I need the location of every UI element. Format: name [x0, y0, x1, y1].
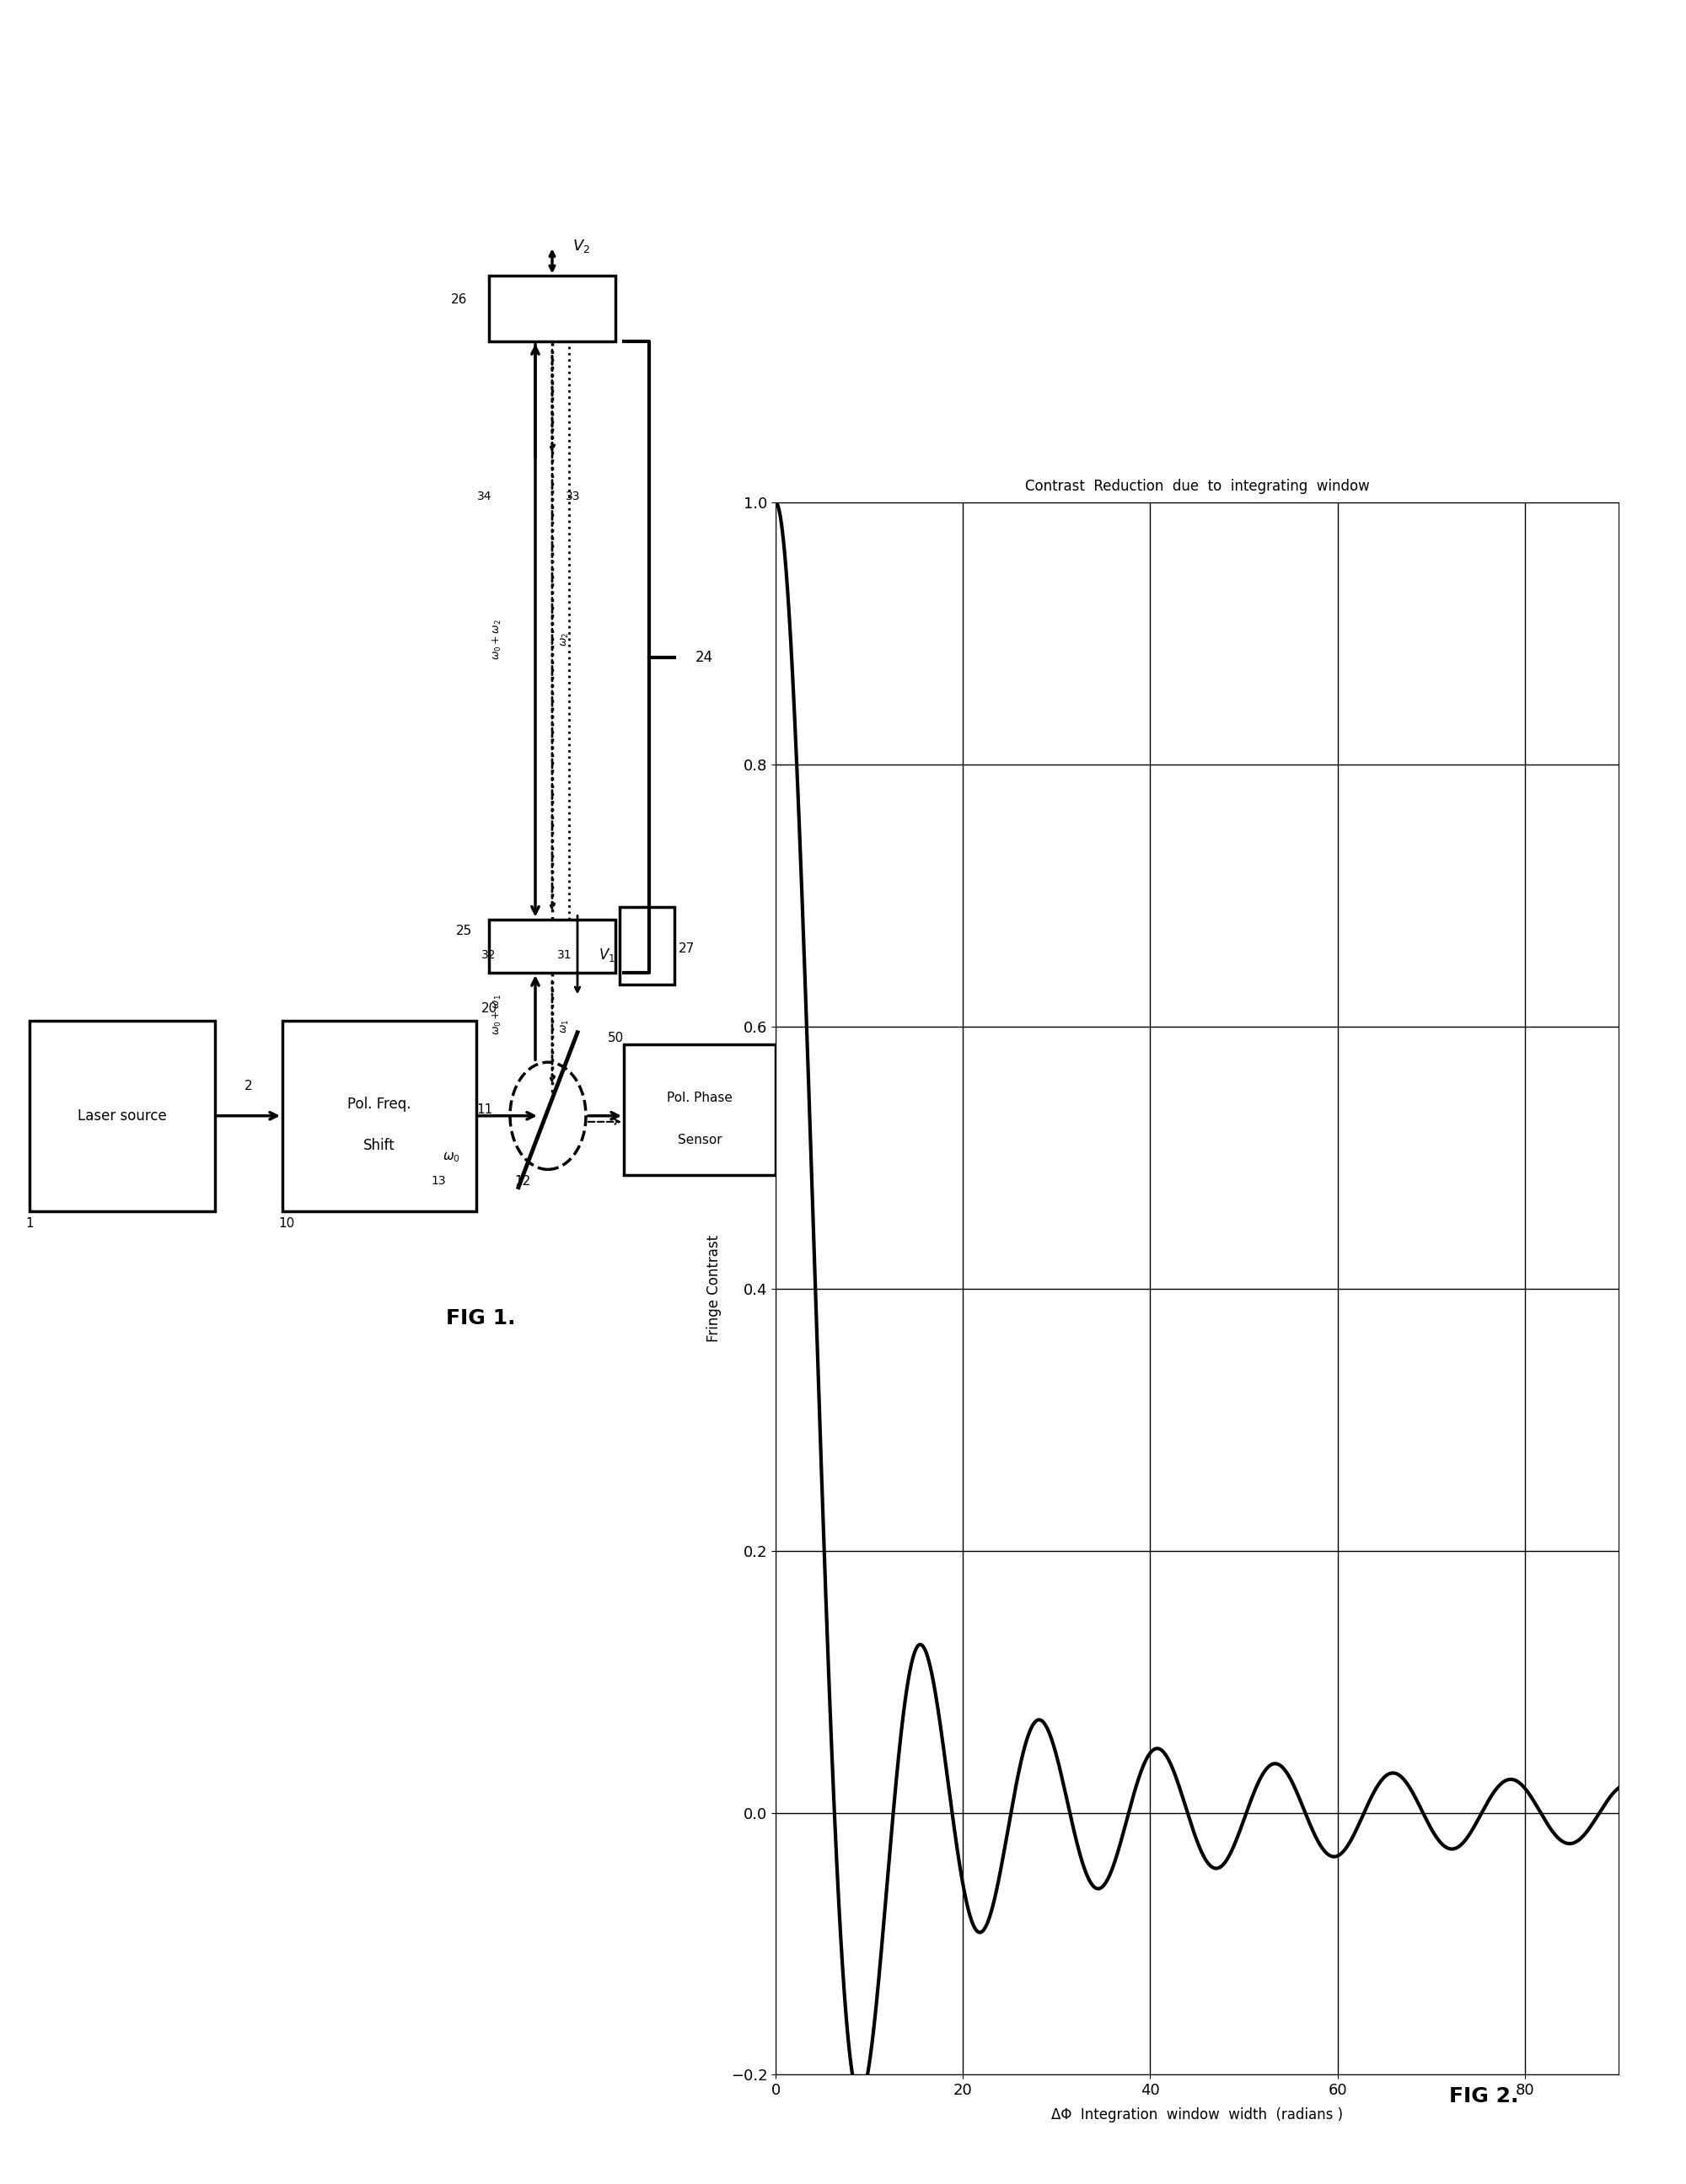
Text: 24: 24 [695, 649, 713, 664]
Text: 34: 34 [477, 491, 492, 502]
Text: $\omega_1$: $\omega_1$ [560, 1020, 570, 1033]
Text: FIG 2.: FIG 2. [1448, 2086, 1519, 2108]
Title: Contrast  Reduction  due  to  integrating  window: Contrast Reduction due to integrating wi… [1025, 478, 1369, 494]
Text: 33: 33 [566, 491, 580, 502]
Text: 25: 25 [455, 924, 472, 937]
Text: $V_1$: $V_1$ [599, 946, 615, 963]
Text: Sensor: Sensor [678, 1133, 722, 1147]
Text: $\omega_0+\omega_1$: $\omega_0+\omega_1$ [491, 994, 504, 1035]
Text: $V_2$: $V_2$ [573, 238, 590, 256]
Text: 20: 20 [481, 1002, 497, 1016]
Text: 27: 27 [679, 943, 695, 954]
Bar [489, 919, 615, 972]
Text: FIG 1.: FIG 1. [445, 1308, 516, 1328]
Text: $\omega_2$: $\omega_2$ [560, 631, 570, 646]
Bar [283, 1020, 477, 1212]
Text: 12: 12 [514, 1175, 531, 1188]
Text: Pol. Phase: Pol. Phase [668, 1092, 732, 1105]
Text: 13: 13 [432, 1175, 445, 1188]
Text: 11: 11 [477, 1103, 492, 1116]
Text: 2: 2 [244, 1079, 253, 1092]
Text: $\omega_0$: $\omega_0$ [442, 1151, 460, 1164]
Text: 32: 32 [482, 950, 496, 961]
X-axis label: ΔΦ  Integration  window  width  (radians ): ΔΦ Integration window width (radians ) [1050, 2108, 1344, 2123]
Text: 31: 31 [558, 950, 572, 961]
Bar [620, 906, 674, 985]
Bar [30, 1020, 216, 1212]
Text: 50: 50 [607, 1033, 624, 1044]
Text: Pol. Freq.: Pol. Freq. [347, 1096, 411, 1112]
Text: Shift: Shift [364, 1138, 395, 1153]
Text: Laser source: Laser source [78, 1107, 167, 1123]
Text: $\omega_0+\omega_2$: $\omega_0+\omega_2$ [491, 618, 504, 660]
Bar [624, 1044, 776, 1175]
Y-axis label: Fringe Contrast: Fringe Contrast [706, 1234, 722, 1343]
Text: 26: 26 [452, 293, 467, 306]
Text: 1: 1 [25, 1216, 34, 1230]
Text: 10: 10 [278, 1216, 295, 1230]
Bar [489, 275, 615, 341]
